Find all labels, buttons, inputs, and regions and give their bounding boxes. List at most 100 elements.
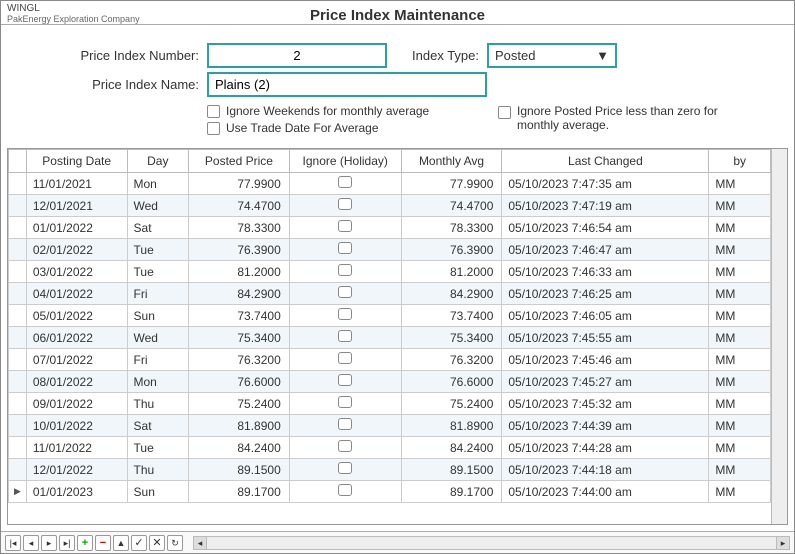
cell-ignore-holiday[interactable] — [289, 393, 401, 415]
cell-last-changed[interactable]: 05/10/2023 7:44:18 am — [502, 459, 709, 481]
ignore-holiday-checkbox[interactable] — [338, 484, 352, 496]
cell-posted-price[interactable]: 89.1700 — [189, 481, 290, 503]
cell-last-changed[interactable]: 05/10/2023 7:44:28 am — [502, 437, 709, 459]
cell-ignore-holiday[interactable] — [289, 195, 401, 217]
cell-last-changed[interactable]: 05/10/2023 7:47:35 am — [502, 173, 709, 195]
nav-add-button[interactable]: + — [77, 535, 93, 551]
cell-day[interactable]: Tue — [127, 261, 189, 283]
cell-by[interactable]: MM — [709, 327, 771, 349]
column-header[interactable]: by — [709, 150, 771, 173]
column-header[interactable]: Last Changed — [502, 150, 709, 173]
cell-posted-price[interactable]: 84.2400 — [189, 437, 290, 459]
cell-day[interactable]: Tue — [127, 437, 189, 459]
ignore-holiday-checkbox[interactable] — [338, 286, 352, 298]
nav-refresh-button[interactable]: ↻ — [167, 535, 183, 551]
cell-posted-price[interactable]: 81.2000 — [189, 261, 290, 283]
column-header[interactable]: Posted Price — [189, 150, 290, 173]
cell-day[interactable]: Sat — [127, 415, 189, 437]
cell-ignore-holiday[interactable] — [289, 415, 401, 437]
cell-posting-date[interactable]: 08/01/2022 — [26, 371, 127, 393]
cell-monthly-avg[interactable]: 78.3300 — [401, 217, 502, 239]
cell-monthly-avg[interactable]: 89.1700 — [401, 481, 502, 503]
cell-ignore-holiday[interactable] — [289, 173, 401, 195]
column-header[interactable]: Monthly Avg — [401, 150, 502, 173]
cell-posted-price[interactable]: 75.2400 — [189, 393, 290, 415]
cell-posting-date[interactable]: 11/01/2022 — [26, 437, 127, 459]
cell-ignore-holiday[interactable] — [289, 459, 401, 481]
ignore-holiday-checkbox[interactable] — [338, 308, 352, 320]
cell-ignore-holiday[interactable] — [289, 305, 401, 327]
cell-by[interactable]: MM — [709, 349, 771, 371]
cell-by[interactable]: MM — [709, 371, 771, 393]
cell-ignore-holiday[interactable] — [289, 349, 401, 371]
cell-by[interactable]: MM — [709, 415, 771, 437]
cell-monthly-avg[interactable]: 76.3200 — [401, 349, 502, 371]
cell-posted-price[interactable]: 73.7400 — [189, 305, 290, 327]
ignore-holiday-checkbox[interactable] — [338, 462, 352, 474]
hscroll-right-button[interactable]: ▸ — [776, 536, 790, 550]
cell-by[interactable]: MM — [709, 261, 771, 283]
cell-monthly-avg[interactable]: 84.2400 — [401, 437, 502, 459]
cell-posted-price[interactable]: 74.4700 — [189, 195, 290, 217]
table-row[interactable]: 05/01/2022Sun73.740073.740005/10/2023 7:… — [9, 305, 771, 327]
index-type-dropdown[interactable]: Posted ▼ — [487, 43, 617, 68]
column-header[interactable]: Posting Date — [26, 150, 127, 173]
nav-last-button[interactable]: ▸| — [59, 535, 75, 551]
table-row[interactable]: 10/01/2022Sat81.890081.890005/10/2023 7:… — [9, 415, 771, 437]
data-grid[interactable]: Posting DateDayPosted PriceIgnore (Holid… — [8, 149, 771, 524]
cell-monthly-avg[interactable]: 73.7400 — [401, 305, 502, 327]
table-row[interactable]: 09/01/2022Thu75.240075.240005/10/2023 7:… — [9, 393, 771, 415]
cell-last-changed[interactable]: 05/10/2023 7:46:47 am — [502, 239, 709, 261]
cell-ignore-holiday[interactable] — [289, 283, 401, 305]
table-row[interactable]: 12/01/2022Thu89.150089.150005/10/2023 7:… — [9, 459, 771, 481]
cell-monthly-avg[interactable]: 75.2400 — [401, 393, 502, 415]
cell-last-changed[interactable]: 05/10/2023 7:44:00 am — [502, 481, 709, 503]
vertical-scrollbar[interactable] — [771, 149, 787, 524]
cell-posting-date[interactable]: 09/01/2022 — [26, 393, 127, 415]
cell-ignore-holiday[interactable] — [289, 261, 401, 283]
ignore-holiday-checkbox[interactable] — [338, 396, 352, 408]
use-trade-date-checkbox[interactable] — [207, 122, 220, 135]
ignore-holiday-checkbox[interactable] — [338, 176, 352, 188]
hscroll-left-button[interactable]: ◂ — [193, 536, 207, 550]
ignore-holiday-checkbox[interactable] — [338, 198, 352, 210]
ignore-holiday-checkbox[interactable] — [338, 220, 352, 232]
cell-ignore-holiday[interactable] — [289, 371, 401, 393]
cell-by[interactable]: MM — [709, 305, 771, 327]
ignore-holiday-checkbox[interactable] — [338, 264, 352, 276]
cell-posted-price[interactable]: 78.3300 — [189, 217, 290, 239]
cell-posting-date[interactable]: 12/01/2021 — [26, 195, 127, 217]
nav-edit-button[interactable]: ▲ — [113, 535, 129, 551]
cell-by[interactable]: MM — [709, 283, 771, 305]
ignore-weekends-checkbox[interactable] — [207, 105, 220, 118]
table-row[interactable]: 03/01/2022Tue81.200081.200005/10/2023 7:… — [9, 261, 771, 283]
cell-ignore-holiday[interactable] — [289, 239, 401, 261]
cell-last-changed[interactable]: 05/10/2023 7:46:54 am — [502, 217, 709, 239]
table-row[interactable]: ▶01/01/2023Sun89.170089.170005/10/2023 7… — [9, 481, 771, 503]
cell-day[interactable]: Fri — [127, 283, 189, 305]
index-number-input[interactable] — [207, 43, 387, 68]
cell-by[interactable]: MM — [709, 239, 771, 261]
nav-first-button[interactable]: |◂ — [5, 535, 21, 551]
cell-ignore-holiday[interactable] — [289, 327, 401, 349]
cell-posting-date[interactable]: 01/01/2022 — [26, 217, 127, 239]
cell-monthly-avg[interactable]: 75.3400 — [401, 327, 502, 349]
cell-monthly-avg[interactable]: 76.3900 — [401, 239, 502, 261]
cell-last-changed[interactable]: 05/10/2023 7:47:19 am — [502, 195, 709, 217]
cell-posting-date[interactable]: 03/01/2022 — [26, 261, 127, 283]
cell-by[interactable]: MM — [709, 217, 771, 239]
cell-ignore-holiday[interactable] — [289, 481, 401, 503]
nav-post-button[interactable]: ✓ — [131, 535, 147, 551]
cell-ignore-holiday[interactable] — [289, 217, 401, 239]
cell-by[interactable]: MM — [709, 459, 771, 481]
cell-posting-date[interactable]: 05/01/2022 — [26, 305, 127, 327]
cell-posted-price[interactable]: 76.3900 — [189, 239, 290, 261]
cell-day[interactable]: Sun — [127, 305, 189, 327]
ignore-holiday-checkbox[interactable] — [338, 352, 352, 364]
cell-monthly-avg[interactable]: 84.2900 — [401, 283, 502, 305]
ignore-holiday-checkbox[interactable] — [338, 418, 352, 430]
cell-last-changed[interactable]: 05/10/2023 7:46:05 am — [502, 305, 709, 327]
horizontal-scrollbar[interactable]: ◂ ▸ — [193, 536, 790, 550]
cell-posted-price[interactable]: 84.2900 — [189, 283, 290, 305]
cell-last-changed[interactable]: 05/10/2023 7:44:39 am — [502, 415, 709, 437]
